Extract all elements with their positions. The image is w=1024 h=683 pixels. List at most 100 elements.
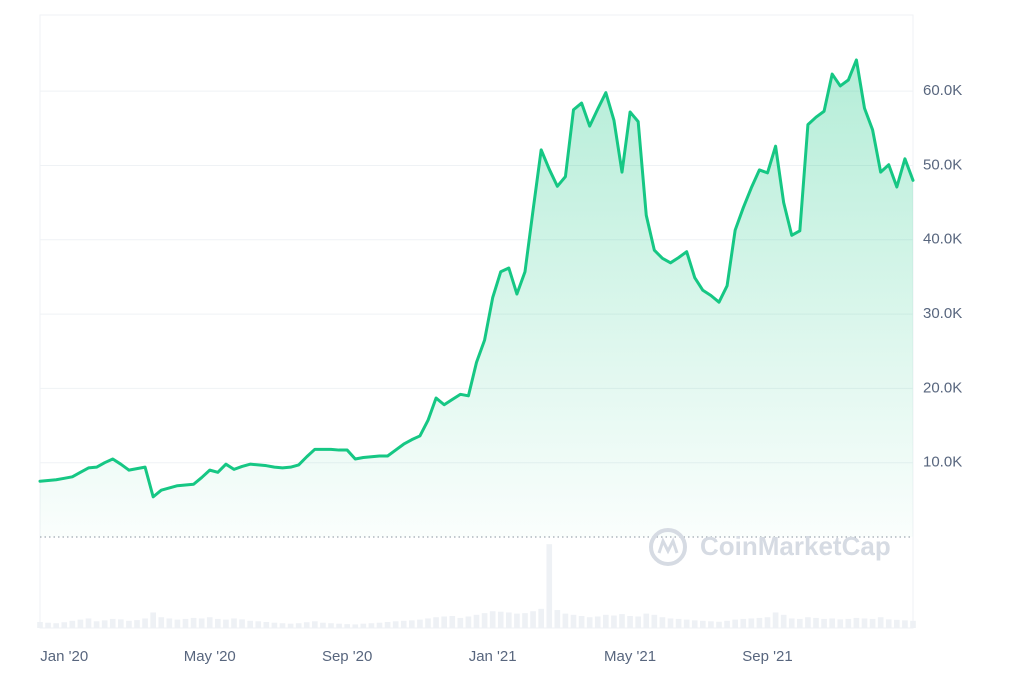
volume-bar <box>853 617 860 628</box>
volume-bar <box>756 617 763 628</box>
x-tick-label: May '21 <box>604 648 656 665</box>
y-tick-label: 20.0K <box>923 379 962 396</box>
volume-bar <box>708 621 714 628</box>
volume-bar <box>142 618 148 628</box>
volume-bar <box>312 621 318 628</box>
volume-bar <box>150 612 156 628</box>
x-tick-label: Sep '20 <box>322 648 372 665</box>
volume-bar <box>166 618 173 628</box>
volume-bar <box>902 620 908 628</box>
volume-bar <box>457 617 464 628</box>
volume-bar <box>570 614 577 628</box>
volume-bar <box>198 618 205 628</box>
volume-bar <box>910 620 916 628</box>
volume-bar <box>392 621 399 628</box>
volume-bar <box>829 618 835 628</box>
volume-bar <box>780 614 787 628</box>
volume-bar <box>473 614 480 628</box>
volume-bar <box>683 619 690 628</box>
volume-bar <box>740 618 747 628</box>
volume-bar <box>869 618 876 628</box>
volume-bar <box>118 619 124 628</box>
volume-bar <box>522 613 528 628</box>
volume-bar <box>384 622 391 628</box>
volume-bar <box>85 618 92 628</box>
volume-bar <box>675 618 682 628</box>
volume-bar <box>69 620 76 628</box>
volume-bar <box>821 618 827 628</box>
volume-bar <box>797 618 803 628</box>
volume-bar <box>691 620 698 628</box>
volume-bar <box>409 620 415 628</box>
volume-bar <box>77 619 84 628</box>
watermark-logo-mark <box>657 537 679 555</box>
volume-bar <box>360 623 367 628</box>
volume-bar <box>594 616 601 628</box>
volume-bar <box>263 622 270 628</box>
volume-bar <box>271 622 278 628</box>
y-tick-label: 10.0K <box>923 454 962 471</box>
volume-bar <box>506 612 512 628</box>
volume-bar <box>667 618 674 628</box>
volume-bar <box>126 620 132 628</box>
volume-bar <box>562 613 569 628</box>
x-tick-label: Jan '21 <box>469 648 517 665</box>
watermark: CoinMarketCap <box>649 528 891 566</box>
volume-bar <box>255 621 262 628</box>
volume-bar <box>837 619 844 628</box>
volume-bar <box>158 617 165 628</box>
volume-bar <box>732 619 738 628</box>
volume-bar <box>861 618 868 628</box>
volume-bar <box>449 616 456 628</box>
volume-bar <box>239 619 245 628</box>
volume-bar <box>61 622 68 628</box>
volume-bar <box>368 623 375 628</box>
volume-bar <box>465 616 472 628</box>
volume-bar <box>578 616 585 628</box>
volume-bar <box>603 614 609 628</box>
volume-bar <box>336 623 342 628</box>
volume-bar <box>400 620 407 628</box>
volume-bar <box>651 614 658 628</box>
volume-bar <box>45 622 51 628</box>
price-line <box>38 58 915 499</box>
volume-bar <box>223 619 229 628</box>
volume-bar <box>417 619 423 628</box>
x-tick-label: May '20 <box>184 648 236 665</box>
volume-bar <box>643 613 650 628</box>
volume-bar <box>716 621 722 628</box>
volume-bar <box>514 613 520 628</box>
volume-bar <box>700 620 706 628</box>
volume-bar <box>344 624 350 628</box>
volume-bar <box>93 621 100 628</box>
watermark-text: CoinMarketCap <box>700 531 891 561</box>
volume-bar <box>215 618 221 628</box>
volume-bar <box>231 618 237 628</box>
x-tick-label: Jan '20 <box>40 648 88 665</box>
volume-bar <box>287 623 294 628</box>
volume-bar <box>586 617 593 628</box>
volume-bar <box>433 617 439 628</box>
volume-bar <box>352 624 359 628</box>
volume-bar <box>845 618 852 628</box>
volume-bar <box>101 620 108 628</box>
volume-bar <box>497 611 504 628</box>
volume-bar <box>627 616 633 628</box>
watermark-logo <box>649 528 687 566</box>
volume-bar <box>109 618 116 628</box>
volume-bar <box>538 608 544 628</box>
volume-bar <box>813 617 819 628</box>
volume-bar <box>788 618 795 628</box>
volume-bar <box>619 614 625 628</box>
volume-bar <box>885 619 892 628</box>
volume-bar <box>546 544 553 628</box>
volume-bar <box>659 617 666 628</box>
volume-bar <box>489 611 496 628</box>
volume-bar <box>805 617 811 628</box>
volume-bar <box>182 618 189 628</box>
volume-bar <box>635 616 641 628</box>
volume-bar <box>295 623 302 628</box>
volume-bar <box>303 622 310 628</box>
volume-bar <box>376 622 383 628</box>
